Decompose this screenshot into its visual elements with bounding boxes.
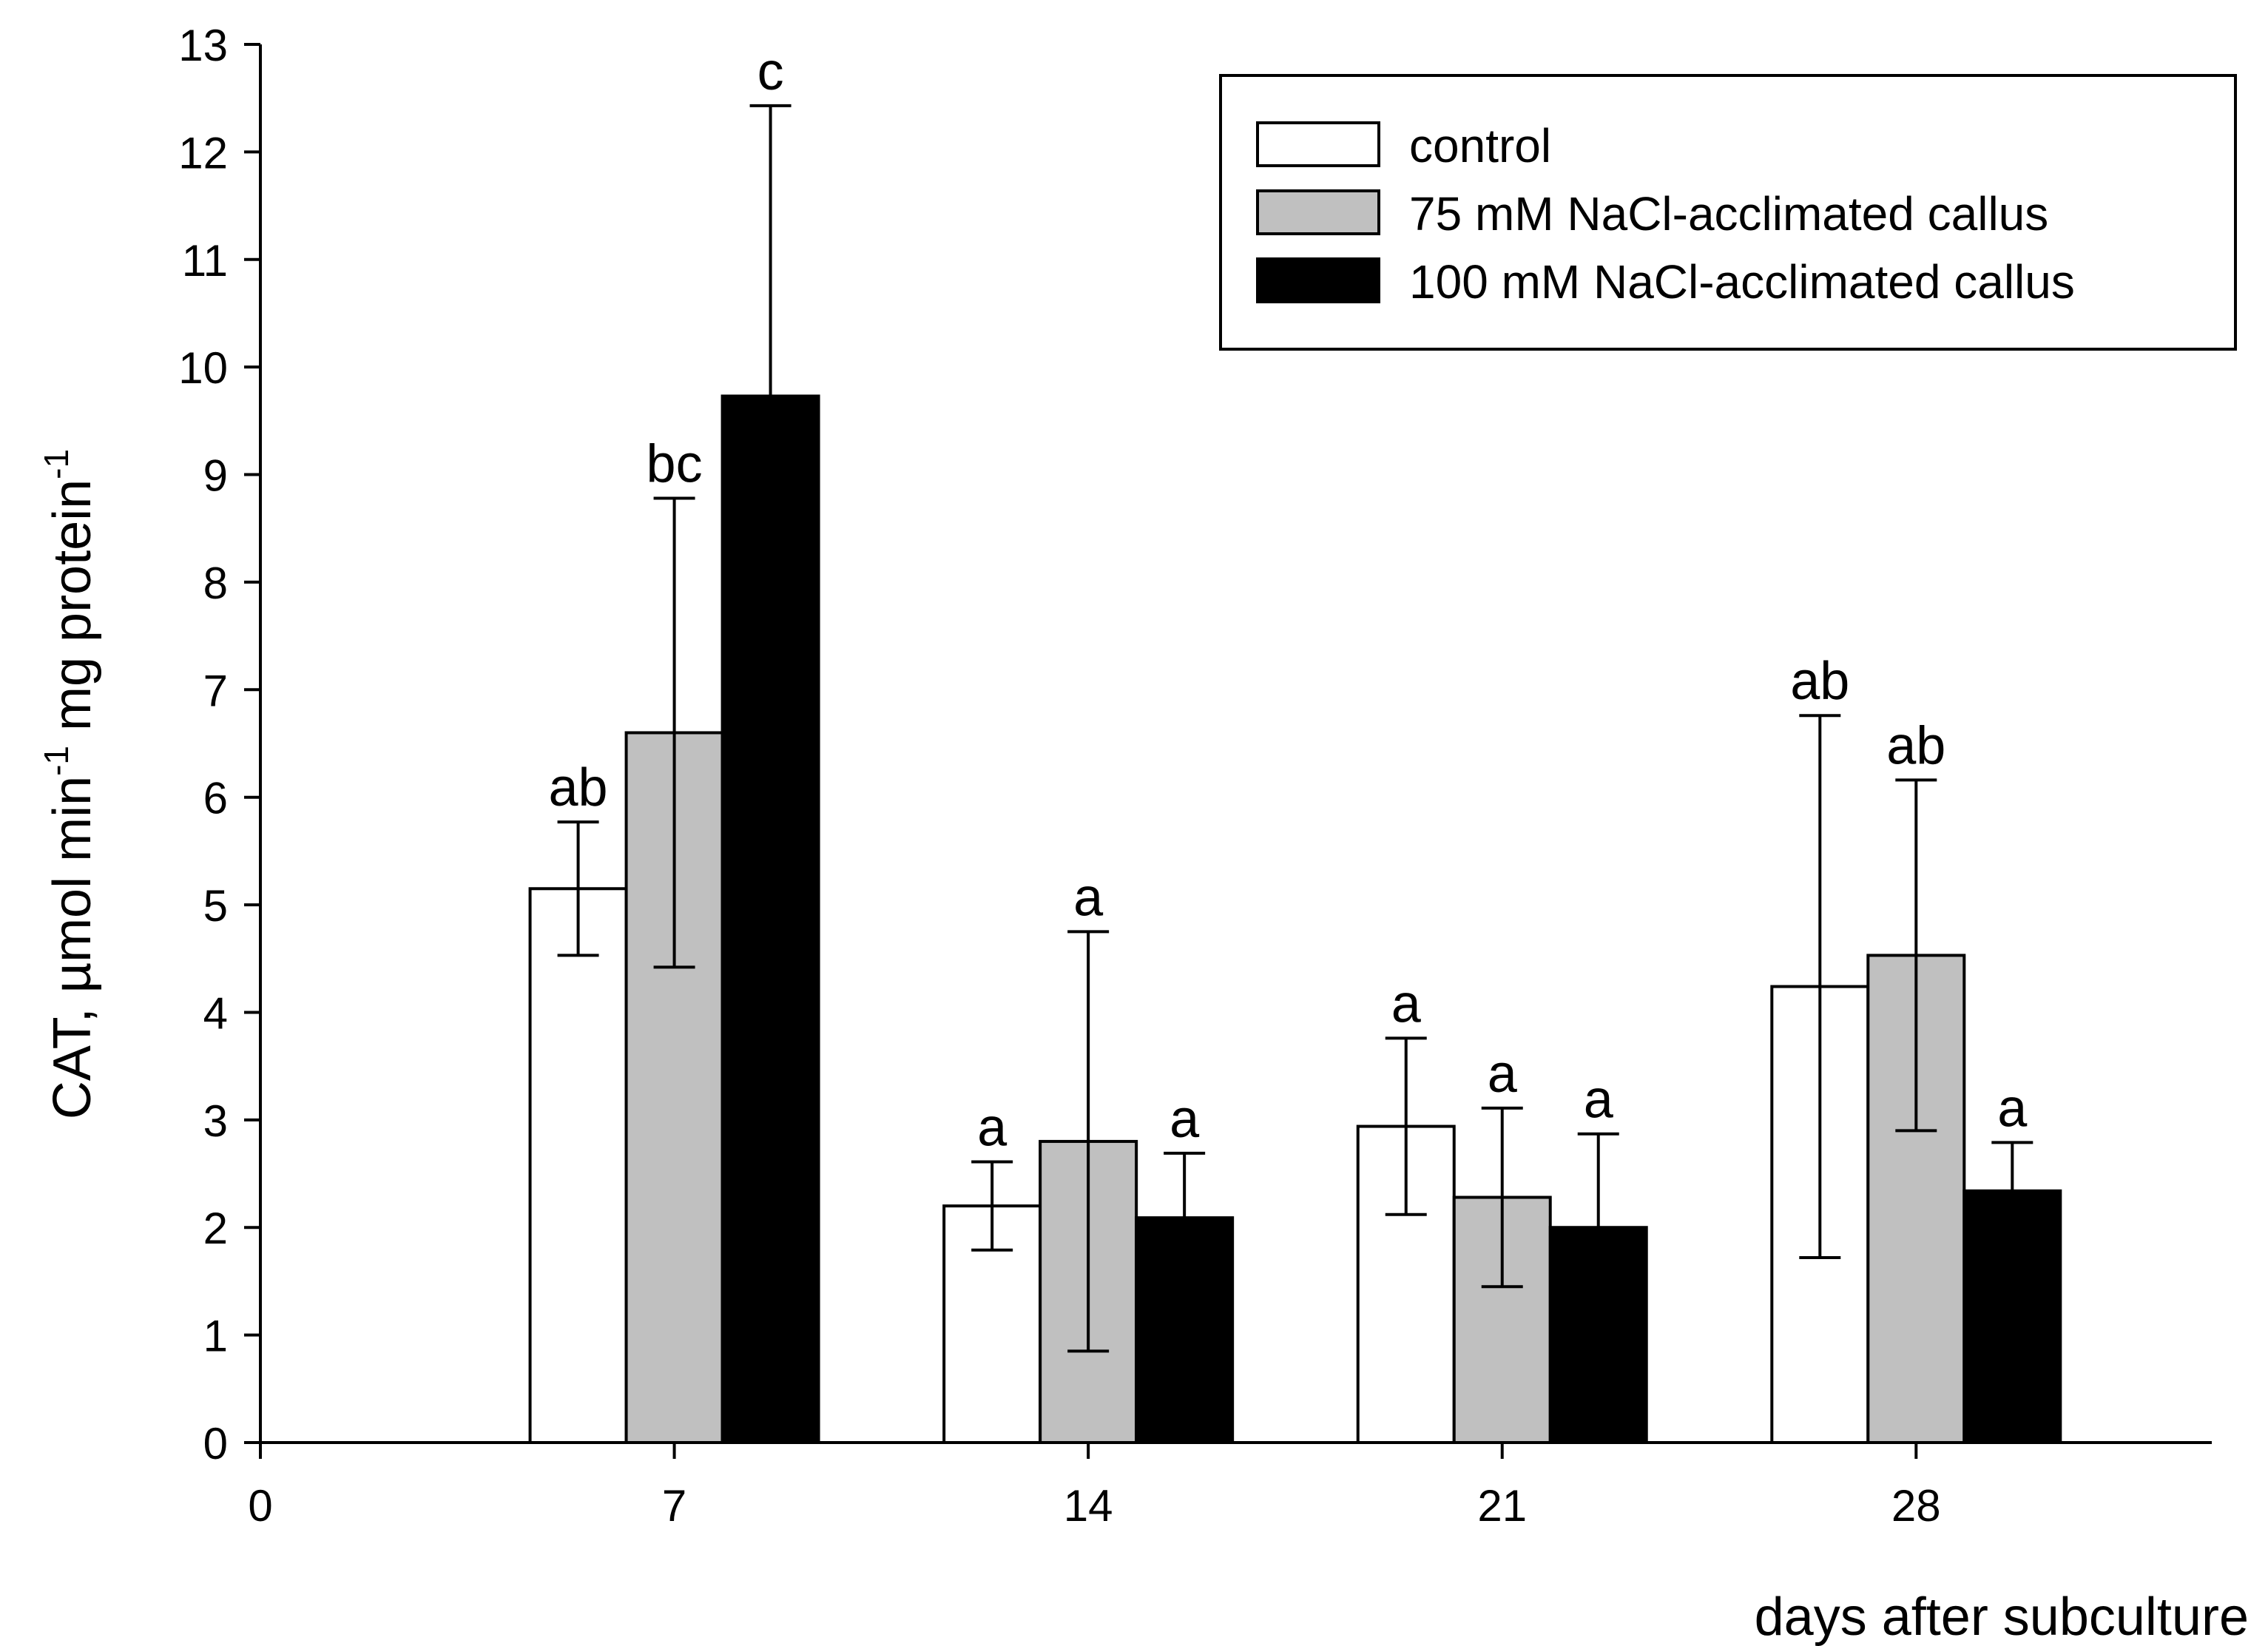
significance-letter: a (1997, 1079, 2028, 1138)
y-tick-label: 8 (203, 559, 228, 608)
significance-letter: bc (647, 435, 703, 494)
y-tick-label: 1 (203, 1312, 228, 1361)
y-tick-label: 6 (203, 774, 228, 823)
significance-letter: a (977, 1099, 1008, 1158)
y-tick-label: 2 (203, 1204, 228, 1253)
significance-letter: a (1584, 1070, 1614, 1130)
significance-letter: a (1488, 1045, 1518, 1104)
y-axis-label-main: CAT, µmol min (43, 776, 102, 1119)
significance-letter: c (757, 42, 784, 101)
y-tick-label: 13 (178, 21, 228, 70)
y-tick-label: 7 (203, 666, 228, 715)
legend: control 75 mM NaCl-acclimated callus 100 m… (1219, 74, 2237, 351)
y-tick-label: 11 (182, 236, 228, 286)
x-axis-label: days after subculture (1755, 1588, 2249, 1646)
x-tick-label: 21 (1477, 1481, 1527, 1531)
y-tick-label: 4 (203, 988, 228, 1038)
legend-label: 75 mM NaCl-acclimated callus (1409, 187, 2048, 240)
legend-label: 100 mM NaCl-acclimated callus (1409, 255, 2075, 308)
y-axis-label-sup1: -1 (37, 746, 75, 776)
legend-swatch (1256, 189, 1380, 235)
y-tick-label: 3 (203, 1096, 228, 1146)
y-axis-label-mid: mg protein (43, 479, 102, 746)
x-tick-label: 14 (1064, 1481, 1113, 1531)
legend-swatch (1256, 121, 1380, 167)
significance-letter: a (1391, 974, 1422, 1033)
x-tick-label: 28 (1891, 1481, 1941, 1531)
significance-letter: a (1170, 1090, 1200, 1149)
y-tick-label: 0 (203, 1419, 228, 1468)
bar (528, 887, 628, 1445)
y-axis-label: CAT, µmol min-1 mg protein-1 (37, 449, 102, 1119)
legend-box (1219, 74, 2237, 351)
y-tick-label: 12 (178, 128, 228, 178)
y-tick-label: 9 (203, 451, 228, 501)
significance-letter: ab (1790, 652, 1849, 711)
y-tick-label: 5 (203, 881, 228, 931)
error-bars (557, 104, 2034, 1353)
y-tick-label: 10 (178, 343, 228, 393)
significance-letter: ab (549, 758, 608, 817)
y-axis-label-sup2: -1 (37, 449, 75, 479)
x-tick-label: 0 (248, 1481, 272, 1531)
legend-swatch (1256, 257, 1380, 303)
legend-label: control (1409, 119, 1551, 172)
significance-letter: a (1073, 868, 1104, 927)
significance-letter: ab (1886, 716, 1945, 775)
x-tick-label: 7 (662, 1481, 686, 1531)
bars (528, 394, 2062, 1445)
